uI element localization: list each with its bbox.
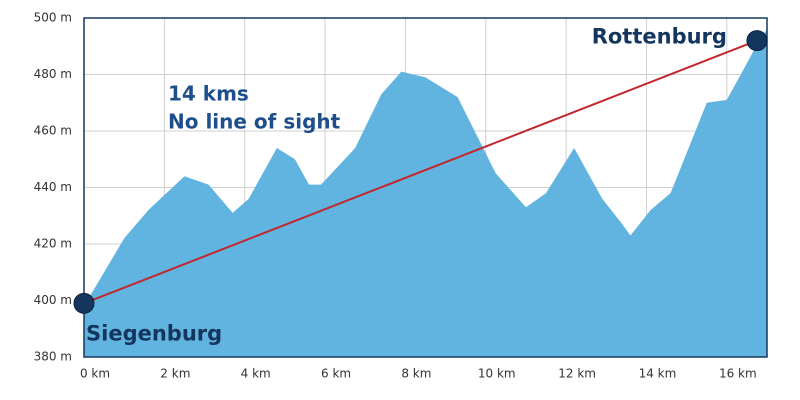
- y-tick-label: 380 m: [34, 350, 72, 364]
- x-tick-label: 6 km: [321, 367, 351, 381]
- place-label: Rottenburg: [592, 25, 727, 49]
- endpoint-marker: [746, 30, 768, 52]
- endpoint-marker: [73, 292, 95, 314]
- x-tick-label: 2 km: [160, 367, 190, 381]
- annotation: No line of sight: [168, 110, 341, 134]
- annotation: 14 kms: [168, 82, 249, 106]
- terrain-area: [84, 29, 767, 358]
- y-tick-label: 420 m: [34, 237, 72, 251]
- y-tick-label: 500 m: [34, 11, 72, 25]
- y-tick-label: 400 m: [34, 293, 72, 307]
- place-label: Siegenburg: [86, 321, 222, 345]
- y-tick-label: 460 m: [34, 124, 72, 138]
- x-tick-label: 10 km: [478, 367, 516, 381]
- sight-line: [83, 39, 758, 305]
- x-tick-label: 0 km: [80, 367, 110, 381]
- plot-frame: [83, 17, 768, 358]
- x-tick-label: 16 km: [719, 367, 757, 381]
- y-tick-label: 480 m: [34, 67, 72, 81]
- y-tick-label: 440 m: [34, 180, 72, 194]
- x-tick-label: 14 km: [639, 367, 677, 381]
- x-tick-label: 4 km: [241, 367, 271, 381]
- x-tick-label: 12 km: [558, 367, 596, 381]
- x-tick-label: 8 km: [401, 367, 431, 381]
